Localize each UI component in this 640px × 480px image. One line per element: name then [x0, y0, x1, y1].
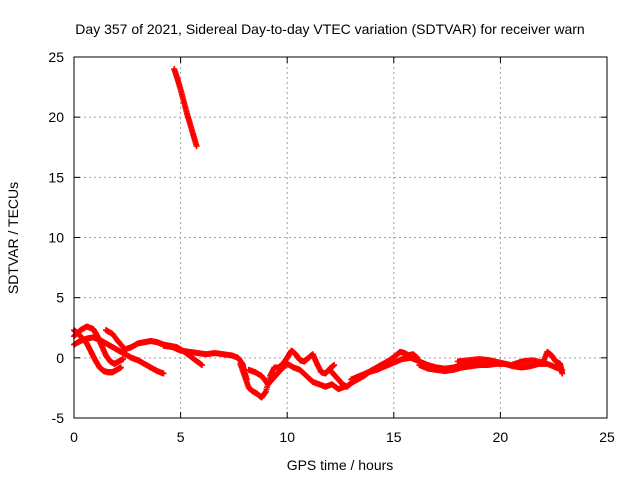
data-point [559, 370, 566, 377]
x-tick-label: 25 [599, 429, 615, 445]
data-point [193, 143, 200, 150]
x-tick-label: 10 [279, 429, 295, 445]
data-point [331, 362, 338, 369]
data-point [160, 370, 167, 377]
data-point [198, 362, 205, 369]
series-track-b [71, 323, 127, 367]
chart-title: Day 357 of 2021, Sidereal Day-to-day VTE… [75, 21, 584, 37]
x-tick-label: 5 [177, 429, 185, 445]
x-tick-label: 0 [70, 429, 78, 445]
series-track-g [245, 360, 348, 393]
y-tick-label: 20 [48, 109, 64, 125]
series-track-e [160, 342, 250, 383]
y-tick-label: 0 [56, 350, 64, 366]
y-tick-label: 10 [48, 230, 64, 246]
data-point [120, 356, 127, 363]
y-tick-label: -5 [52, 410, 65, 426]
ticks-layer: 0 5 10 15 20 25 -5 0 5 10 15 20 25 [48, 49, 615, 445]
series-track-c [71, 334, 167, 377]
x-axis-label: GPS time / hours [287, 457, 394, 473]
series-track-k [454, 348, 566, 377]
x-tick-label: 15 [386, 429, 402, 445]
y-tick-label: 25 [48, 49, 64, 65]
y-axis-label: SDTVAR / TECUs [5, 182, 21, 294]
data-point [117, 364, 124, 371]
points-layer [71, 66, 566, 401]
y-tick-label: 15 [48, 169, 64, 185]
series-upper-segment [171, 66, 200, 150]
y-tick-label: 5 [56, 290, 64, 306]
x-tick-label: 20 [493, 429, 509, 445]
grid-layer [74, 57, 607, 418]
